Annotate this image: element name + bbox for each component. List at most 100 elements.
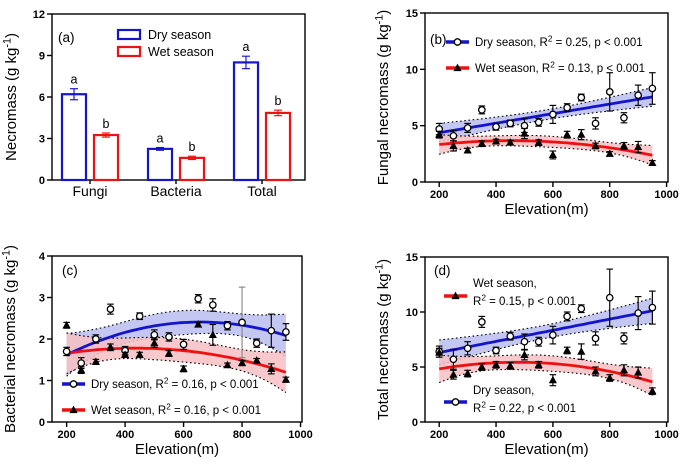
y-axis-title: Total necromass (g kg-1) (373, 259, 392, 420)
wet-season-triangle-marker (435, 130, 444, 138)
legend-label: Dry season, R2 = 0.16, p < 0.001 (91, 377, 259, 391)
wet-season-triangle-marker (463, 369, 472, 377)
legend-label: Wet season, (473, 278, 537, 290)
wet-season-triangle-marker (577, 347, 586, 355)
wet-season-triangle-marker (534, 360, 543, 368)
x-tick-label: 200 (430, 189, 448, 201)
wet-season-triangle-marker (520, 129, 529, 137)
dry-season-circle-marker (449, 131, 458, 140)
wet-season-triangle-marker (477, 139, 486, 147)
x-tick-label: 800 (233, 429, 251, 441)
x-tick-label: 800 (601, 429, 619, 441)
wet-season-triangle-marker (237, 358, 247, 367)
y-tick-label: 10 (406, 307, 418, 319)
wet-season-triangle-marker (548, 375, 557, 384)
significance-letter: a (157, 131, 164, 145)
wet-season-triangle-marker (451, 291, 460, 300)
regression-line (438, 309, 653, 354)
wet-season-triangle-marker (520, 350, 529, 358)
wet-season-triangle-marker (619, 141, 629, 150)
regression-lines (65, 320, 287, 374)
dry-season-circle-marker (492, 346, 500, 355)
regression-lines (438, 309, 653, 384)
panel-tag: (b) (430, 32, 447, 47)
wet-season-triangle-marker (91, 357, 100, 365)
x-tick-label: 600 (544, 429, 562, 441)
x-tick-label: 600 (174, 429, 192, 441)
wet-season-triangle-marker (563, 130, 572, 138)
y-tick-label: 3 (39, 134, 45, 146)
wet-season-triangle-marker (453, 63, 462, 72)
significance-letter: a (243, 40, 250, 54)
dry-season-circle-marker (648, 84, 657, 93)
y-axis-title: Necromass (g kg-1) (1, 33, 20, 161)
category-label: Bacteria (150, 183, 202, 199)
wet-season-triangle-marker (252, 356, 261, 364)
dry-season-circle-marker (106, 305, 115, 313)
wet-season-triangle-marker (648, 158, 657, 166)
confidence-band-border (66, 309, 286, 335)
wet-season-triangle-marker (267, 364, 276, 372)
dry-season-circle-marker (165, 333, 173, 341)
significance-letter: b (103, 117, 110, 131)
x-tick-label: 800 (601, 189, 619, 201)
dry-season-circle-marker (252, 339, 261, 348)
x-tick-label: 1000 (654, 429, 678, 441)
y-tick-label: 2 (39, 334, 45, 346)
dry-season-circle-marker (477, 106, 486, 114)
x-tick-label: 600 (544, 189, 562, 201)
wet-season-triangle-marker (619, 365, 629, 374)
dry-season-circle-marker (577, 93, 586, 102)
panel-tag: (a) (58, 30, 75, 45)
regression-line (65, 320, 287, 357)
wet-season-triangle-marker (77, 365, 86, 374)
panel-tag: (c) (62, 263, 78, 278)
wet-season-triangle-marker (648, 386, 657, 395)
significance-letter: b (189, 140, 196, 154)
significance-letter: a (71, 73, 78, 87)
dry-season-bar (146, 147, 174, 182)
x-tick-label: 200 (57, 429, 75, 441)
legend-label: Dry season (148, 28, 211, 42)
dry-season-bar (232, 61, 260, 182)
dry-season-bar (60, 93, 88, 182)
legend-label: Dry season, (473, 385, 534, 397)
dry-season-circle-marker (506, 332, 515, 341)
x-tick-label: 400 (487, 189, 505, 201)
wet-season-triangle-marker (223, 360, 232, 369)
wet-season-triangle-marker (150, 338, 159, 347)
wet-season-triangle-marker (194, 320, 203, 328)
dry-season-circle-marker (520, 121, 529, 130)
plot-frame (424, 256, 669, 423)
legend-swatch (116, 45, 142, 58)
x-axis-title: Elevation(m) (135, 441, 219, 458)
confidence-band-border (66, 357, 287, 394)
dry-season-circle-marker (208, 301, 217, 309)
wet-season-points (62, 320, 291, 383)
y-tick-label: 6 (39, 92, 45, 104)
wet-season-triangle-marker (591, 141, 600, 150)
category-label: Fungi (72, 183, 107, 199)
wet-season-triangle-marker (548, 150, 557, 159)
wet-season-triangle-marker (477, 362, 486, 371)
wet-season-triangle-marker (591, 367, 600, 375)
y-tick-label: 5 (412, 121, 418, 133)
panel-tag: (d) (434, 263, 451, 278)
x-axis-title: Elevation(m) (504, 441, 588, 458)
legend-label: Wet season, R2 = 0.13, p < 0.001 (475, 61, 645, 75)
dry-season-circle-marker (534, 118, 543, 127)
y-tick-label: 4 (39, 251, 46, 263)
legend-label: R2 = 0.22, p < 0.001 (473, 401, 576, 415)
dry-season-circle-marker (563, 312, 571, 321)
dry-season-circle-marker (69, 380, 78, 388)
y-axis-title: Bacterial necromass (g kg-1) (0, 245, 19, 433)
regression-line (438, 360, 653, 384)
legend-label: R2 = 0.15, p < 0.001 (473, 294, 576, 308)
dry-season-circle-marker (605, 293, 614, 302)
significance-letter: b (275, 94, 282, 108)
wet-season-triangle-marker (605, 373, 614, 382)
legend-label: Wet season (148, 45, 214, 59)
wet-season-points (435, 127, 657, 166)
wet-season-triangle-marker (605, 149, 614, 157)
y-tick-label: 0 (39, 417, 45, 429)
